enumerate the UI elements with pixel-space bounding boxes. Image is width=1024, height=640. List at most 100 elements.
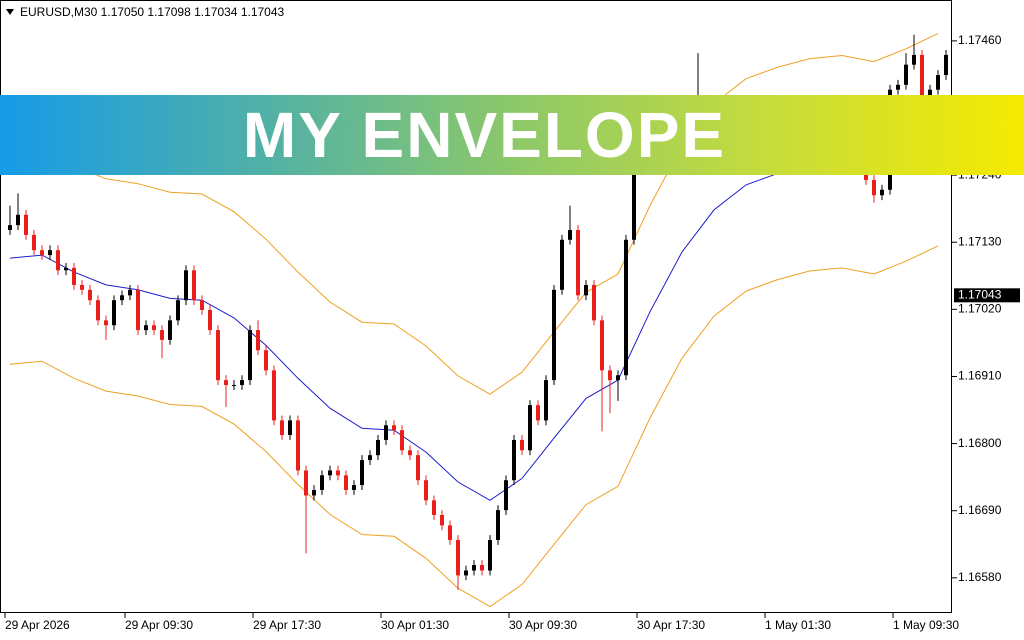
candle-body <box>872 180 876 196</box>
candle-body <box>424 480 428 501</box>
candle-body <box>312 489 316 496</box>
candle-body <box>392 425 396 431</box>
candle-body <box>88 289 92 301</box>
candle-body <box>936 75 940 90</box>
candle-body <box>280 420 284 436</box>
candle-body <box>576 230 580 296</box>
candle-body <box>408 450 412 456</box>
candle-body <box>376 439 380 456</box>
candle-body <box>176 300 180 321</box>
candle-body <box>256 330 260 351</box>
candle-body <box>368 455 372 461</box>
y-tick-label: 1.17460 <box>958 33 1002 47</box>
candle-body <box>504 480 508 511</box>
envelope-line <box>9 33 939 395</box>
candle-body <box>72 267 76 285</box>
candle-body <box>144 325 148 331</box>
candle-body <box>472 565 476 571</box>
candle-body <box>168 320 172 340</box>
candle-body <box>352 485 356 490</box>
candle-body <box>328 470 332 476</box>
candle-body <box>296 420 300 471</box>
price-tag <box>954 288 1020 303</box>
x-tick-label: 29 Apr 09:30 <box>125 618 193 632</box>
candle-body <box>272 370 276 421</box>
candle-body <box>448 525 452 540</box>
candle-body <box>416 455 420 481</box>
candle-body <box>216 330 220 381</box>
candle-body <box>208 309 212 331</box>
candle-body <box>64 267 68 271</box>
y-tick-label: 1.17020 <box>958 302 1002 316</box>
candle-body <box>384 425 388 440</box>
candle-body <box>496 510 500 540</box>
candle-body <box>584 284 588 296</box>
candle-body <box>264 350 268 371</box>
candle-body <box>288 420 292 436</box>
envelope-line <box>9 245 939 608</box>
candle-body <box>184 270 188 301</box>
candle-body <box>360 460 364 486</box>
candle-body <box>864 170 868 180</box>
candle-body <box>160 330 164 340</box>
candle-body <box>344 475 348 490</box>
candle-body <box>320 475 324 490</box>
candle-body <box>56 250 60 271</box>
x-tick-label: 29 Apr 2026 <box>5 618 70 632</box>
candle-body <box>896 84 900 90</box>
candle-body <box>592 284 596 321</box>
candle-body <box>232 385 236 387</box>
candle-body <box>192 270 196 301</box>
candle-body <box>440 514 444 526</box>
candle-body <box>224 380 228 386</box>
candle-body <box>560 239 564 290</box>
candle-body <box>520 439 524 451</box>
y-tick-label: 1.16580 <box>958 570 1002 584</box>
candle-body <box>632 170 636 240</box>
candle-body <box>16 214 20 226</box>
candle-body <box>112 300 116 326</box>
candle-body <box>568 230 572 240</box>
candle-body <box>80 284 84 290</box>
chart-header: EURUSD,M30 1.17050 1.17098 1.17034 1.170… <box>20 5 285 19</box>
x-tick-label: 30 Apr 17:30 <box>637 618 705 632</box>
candle-body <box>456 540 460 576</box>
candle-body <box>880 189 884 196</box>
y-tick-label: 1.16690 <box>958 503 1002 517</box>
candle-body <box>624 239 628 376</box>
menu-arrow[interactable] <box>6 9 14 15</box>
x-tick-label: 30 Apr 01:30 <box>381 618 449 632</box>
x-tick-label: 29 Apr 17:30 <box>253 618 321 632</box>
candle-body <box>920 54 924 96</box>
y-tick-label: 1.16910 <box>958 369 1002 383</box>
candle-body <box>464 570 468 576</box>
y-tick-label: 1.16800 <box>958 436 1002 450</box>
candle-body <box>432 500 436 515</box>
candle-body <box>152 325 156 331</box>
x-tick-label: 30 Apr 09:30 <box>509 618 577 632</box>
candle-body <box>336 470 340 476</box>
candle-body <box>552 289 556 381</box>
candle-body <box>128 289 132 296</box>
candle-body <box>608 370 612 381</box>
candle-body <box>200 300 204 310</box>
x-tick-label: 1 May 01:30 <box>765 618 831 632</box>
candle-body <box>616 375 620 381</box>
plot-frame <box>0 0 952 613</box>
candle-body <box>488 540 492 571</box>
candle-body <box>96 300 100 321</box>
candle-body <box>240 380 244 386</box>
candle-body <box>24 214 28 235</box>
candle-body <box>512 439 516 481</box>
y-tick-label: 1.17130 <box>958 234 1002 248</box>
candle-body <box>904 64 908 85</box>
candle-body <box>944 54 948 76</box>
candle-body <box>528 405 532 451</box>
candle-body <box>536 405 540 421</box>
candle-body <box>480 565 484 571</box>
candle-body <box>544 380 548 421</box>
candle-body <box>104 320 108 326</box>
candle-body <box>40 250 44 256</box>
candle-body <box>48 250 52 256</box>
price-tag-label: 1.17043 <box>958 287 1002 301</box>
